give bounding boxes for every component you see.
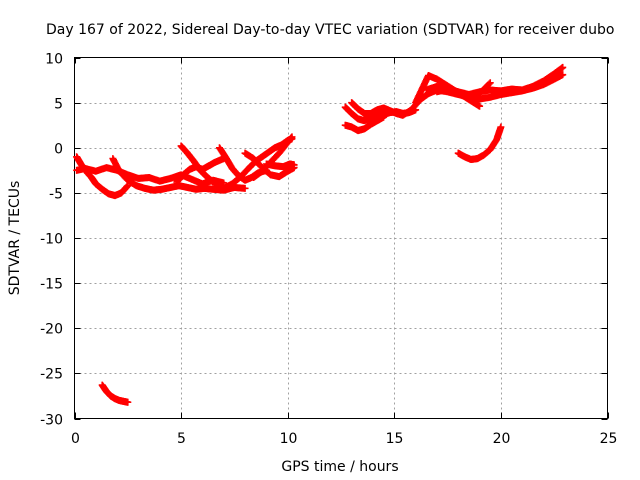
data-series bbox=[73, 164, 228, 188]
y-axis-label: SDTVAR / TECUs bbox=[7, 181, 23, 296]
x-tick-label: 10 bbox=[280, 431, 298, 447]
data-point bbox=[485, 80, 493, 88]
data-point bbox=[497, 123, 505, 131]
data-point bbox=[559, 71, 567, 79]
x-axis-label: GPS time / hours bbox=[281, 459, 398, 475]
x-tick-label: 25 bbox=[600, 431, 618, 447]
x-tick-label: 15 bbox=[386, 431, 404, 447]
y-tick-label: 0 bbox=[54, 142, 63, 158]
y-tick-label: -25 bbox=[40, 367, 63, 383]
data-point bbox=[290, 161, 298, 169]
data-point bbox=[476, 102, 484, 110]
data-points bbox=[73, 63, 567, 406]
y-tick-label: -10 bbox=[40, 232, 63, 248]
data-point bbox=[241, 184, 249, 192]
data-series bbox=[454, 123, 505, 163]
data-point bbox=[559, 63, 567, 71]
y-tick-label: -15 bbox=[40, 277, 63, 293]
y-tick-label: 5 bbox=[54, 97, 63, 113]
data-series bbox=[98, 381, 132, 406]
x-tick-label: 0 bbox=[71, 431, 80, 447]
axis-ticks: 0 5 10 15 20 25 -30 -25 -20 -15 -10 -5 0 5 10 bbox=[40, 52, 617, 448]
data-series bbox=[433, 63, 567, 99]
y-tick-label: -30 bbox=[40, 413, 63, 429]
data-point bbox=[288, 133, 296, 141]
data-point bbox=[124, 398, 132, 406]
data-series bbox=[341, 113, 388, 135]
data-point bbox=[486, 79, 494, 87]
data-point bbox=[380, 113, 388, 121]
grid-lines bbox=[74, 57, 608, 419]
data-series bbox=[177, 142, 226, 190]
x-tick-label: 20 bbox=[493, 431, 511, 447]
data-series bbox=[262, 160, 298, 171]
y-tick-label: 10 bbox=[45, 52, 63, 68]
y-tick-label: -5 bbox=[49, 187, 63, 203]
chart-title: Day 167 of 2022, Sidereal Day-to-day VTE… bbox=[46, 22, 614, 38]
y-tick-label: -20 bbox=[40, 322, 63, 338]
x-tick-label: 5 bbox=[177, 431, 186, 447]
